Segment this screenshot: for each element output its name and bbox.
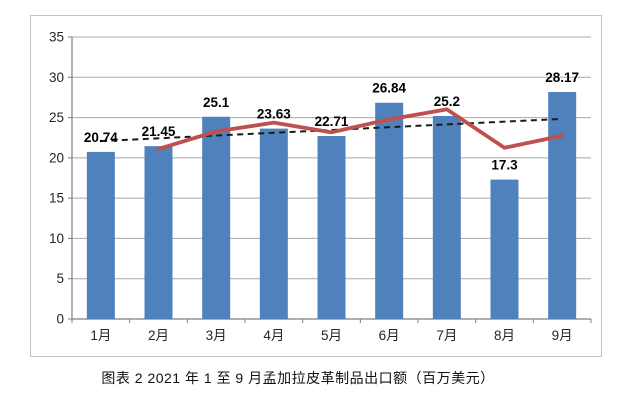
y-tick-label: 20 xyxy=(49,150,64,165)
bar-data-label: 22.71 xyxy=(315,114,349,129)
bar-data-label: 20.74 xyxy=(84,130,118,145)
bar-data-label: 23.63 xyxy=(257,107,291,122)
bar-data-label: 28.17 xyxy=(545,70,579,85)
bar-data-label: 17.3 xyxy=(491,158,518,173)
x-category-label: 4月 xyxy=(263,328,284,343)
y-tick-label: 0 xyxy=(56,312,64,327)
y-tick-label: 30 xyxy=(49,70,64,85)
x-category-label: 8月 xyxy=(494,328,515,343)
y-tick-label: 15 xyxy=(49,191,64,206)
export-bar-chart: 0 5 10 15 20 25 30 35 1月 2月 3月 4月 5月 6月 7月 8月 9月 20.74 21.… xyxy=(49,30,592,343)
x-category-label: 6月 xyxy=(379,328,400,343)
chart-caption: 图表 2 2021 年 1 至 9 月孟加拉皮革制品出口额（百万美元） xyxy=(101,370,495,386)
y-tick-label: 10 xyxy=(49,231,64,246)
x-category-label: 7月 xyxy=(436,328,457,343)
x-category-label: 5月 xyxy=(321,328,342,343)
bar-data-label: 25.2 xyxy=(434,94,460,109)
x-category-label: 3月 xyxy=(206,328,227,343)
bar xyxy=(202,116,231,319)
y-tick-label: 5 xyxy=(56,271,64,286)
bar xyxy=(317,136,346,319)
moving-average-line xyxy=(156,107,565,151)
bar-data-label: 25.1 xyxy=(203,95,230,110)
y-tick-label: 25 xyxy=(49,110,64,125)
x-category-label: 1月 xyxy=(90,328,111,343)
bar-data-label: 26.84 xyxy=(372,81,406,96)
bar xyxy=(86,151,115,319)
bar xyxy=(144,146,173,319)
bar xyxy=(432,115,461,320)
bar xyxy=(490,179,519,319)
linear-trendline xyxy=(100,117,563,143)
bar-data-label: 21.45 xyxy=(142,124,176,139)
x-category-label: 9月 xyxy=(552,328,573,343)
x-category-label: 2月 xyxy=(148,328,169,343)
bar xyxy=(548,92,577,319)
bar xyxy=(259,128,288,319)
chart-area: 0 5 10 15 20 25 30 35 1月 2月 3月 4月 5月 6月 7月 8月 9月 20.74 21.… xyxy=(30,15,602,357)
bar xyxy=(375,102,404,320)
y-tick-label: 35 xyxy=(49,30,64,45)
